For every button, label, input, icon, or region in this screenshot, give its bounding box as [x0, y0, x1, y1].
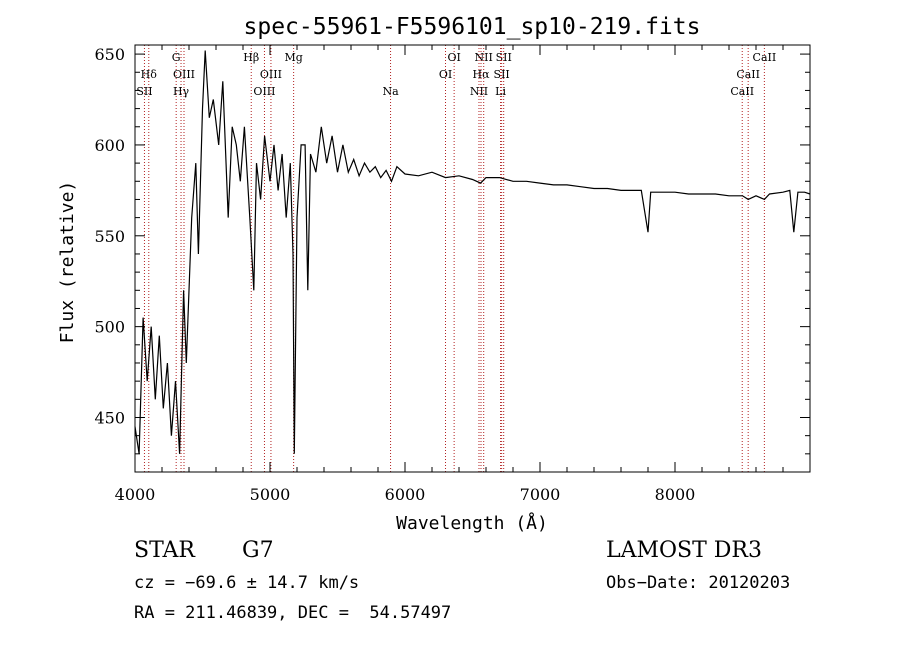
x-tick-label-4000: 4000 — [115, 485, 156, 504]
marker-label-0: Hδ — [141, 68, 158, 81]
marker-label-1: SII — [136, 85, 152, 98]
x-tick-label-7000: 7000 — [520, 485, 561, 504]
y-tick-label-600: 600 — [94, 136, 125, 155]
marker-label-18: CaII — [753, 51, 777, 64]
x-tick-label-6000: 6000 — [385, 485, 426, 504]
chart-title: spec-55961-F5596101_sp10-219.fits — [244, 14, 701, 40]
y-tick-label-650: 650 — [94, 45, 125, 64]
axis-ticks: 4000 5000 6000 7000 8000 450 500 550 600 650 — [94, 45, 810, 504]
x-axis-label: Wavelength (Å) — [396, 512, 548, 534]
sky-coordinates: RA = 211.46839, DEC = 54.57497 — [134, 603, 452, 623]
marker-label-2: G — [172, 51, 181, 64]
observation-date: Obs−Date: 20120203 — [606, 573, 791, 593]
line-markers: HδSIIGOIIIHγHβOIIIOIIIMgNaOIOINIIHαNIISI… — [136, 45, 776, 472]
marker-label-5: Hβ — [243, 51, 259, 64]
survey-name: LAMOST DR3 — [606, 538, 762, 563]
marker-label-10: OI — [447, 51, 460, 64]
marker-label-6: OIII — [260, 68, 282, 81]
marker-label-20: CaII — [730, 85, 754, 98]
marker-label-14: NII — [470, 85, 488, 98]
y-tick-label-550: 550 — [94, 227, 125, 246]
spectrum-chart: spec-55961-F5596101_sp10-219.fits Hδ SII G… — [57, 14, 811, 534]
x-tick-label-8000: 8000 — [655, 485, 696, 504]
x-tick-label-5000: 5000 — [250, 485, 291, 504]
marker-label-7: OIII — [253, 85, 275, 98]
redshift-cz: cz = −69.6 ± 14.7 km/s — [134, 573, 360, 593]
plot-frame — [134, 44, 811, 473]
marker-label-4: Hγ — [173, 85, 190, 98]
marker-label-9: Na — [382, 85, 399, 98]
y-tick-label-500: 500 — [94, 318, 125, 337]
y-tick-label-450: 450 — [94, 408, 125, 427]
marker-label-13: Hα — [472, 68, 490, 81]
series-layer — [134, 50, 811, 454]
object-subclass: G7 — [242, 538, 274, 563]
marker-label-11: OI — [439, 68, 452, 81]
y-axis-label: Flux (relative) — [57, 181, 78, 344]
marker-label-12: NII — [475, 51, 493, 64]
object-class: STAR — [134, 538, 195, 563]
marker-label-16: SII — [494, 68, 510, 81]
series-flux — [134, 50, 811, 454]
marker-label-3: OIII — [173, 68, 195, 81]
marker-label-15: SII — [496, 51, 512, 64]
marker-label-19: CaII — [736, 68, 760, 81]
marker-label-17: Li — [495, 85, 506, 98]
marker-label-8: Mg — [284, 51, 302, 64]
